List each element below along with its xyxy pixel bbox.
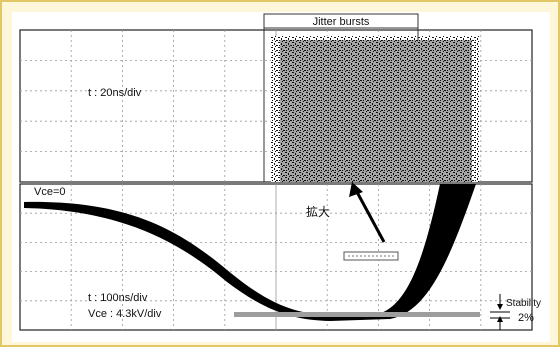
jitter-bursts-label: Jitter bursts	[313, 16, 370, 28]
top-timebase-label: t : 20ns/div	[88, 87, 142, 99]
stability-zone	[234, 312, 480, 317]
vce-scale-label: Vce : 4.3kV/div	[88, 308, 162, 320]
jitter-burst-band	[271, 36, 479, 182]
stability-value: 2%	[518, 312, 534, 324]
zoom-label: 拡大	[306, 205, 330, 219]
stability-label: Stability	[506, 298, 541, 309]
jitter-bursts-tab	[263, 13, 419, 29]
jitter-burst-band-core	[280, 40, 472, 182]
bottom-timebase-label: t : 100ns/div	[88, 292, 148, 304]
marker-box	[343, 251, 399, 261]
bottom-screen: 拡大 Vce=0 t : 100ns/div Vce : 4.3kV/div S…	[19, 182, 541, 331]
stability-bracket	[490, 294, 510, 330]
top-screen: Jitter bursts t : 20ns/div	[19, 13, 533, 183]
vce-zero-label: Vce=0	[34, 186, 66, 198]
zoom-arrow	[349, 182, 386, 243]
oscilloscope-screens: Jitter bursts t : 20ns/div 拡大	[12, 12, 550, 342]
voltage-waveform	[24, 184, 476, 321]
